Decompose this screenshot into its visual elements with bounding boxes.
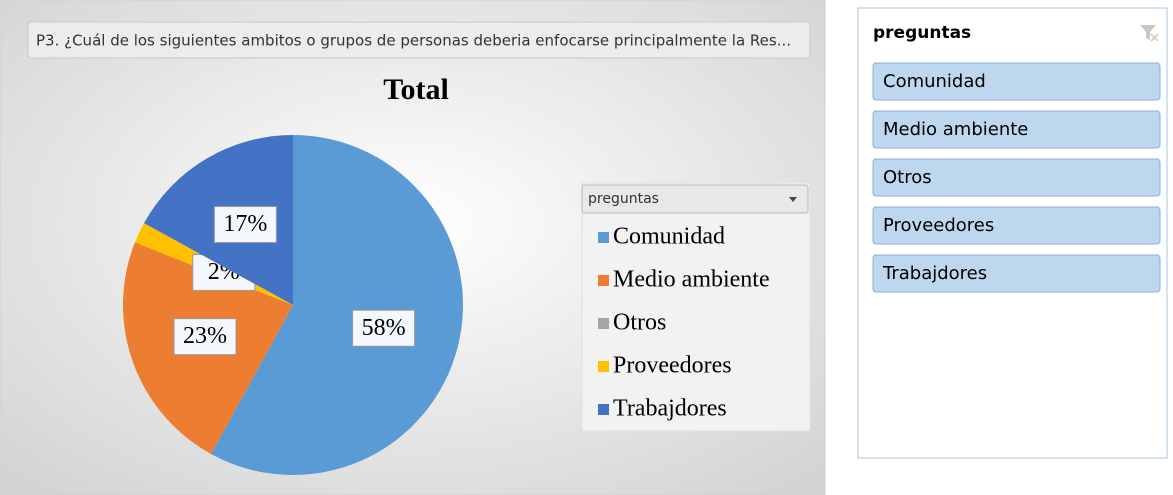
slicer-title: preguntas xyxy=(873,23,971,43)
pie-slice xyxy=(211,135,463,475)
legend-swatch xyxy=(598,232,609,243)
data-label-box xyxy=(213,206,277,244)
legend-swatch xyxy=(598,404,609,415)
legend-label: Comunidad xyxy=(613,224,725,250)
field-button[interactable] xyxy=(27,21,811,59)
clear-filter-icon[interactable] xyxy=(1140,25,1159,42)
data-label: 23% xyxy=(183,323,227,349)
slicer-item-label: Trabajdores xyxy=(882,263,987,284)
data-label: 17% xyxy=(223,211,267,237)
slicer-item[interactable] xyxy=(872,254,1161,293)
legend-swatch xyxy=(598,275,609,286)
data-label: 58% xyxy=(362,315,406,341)
legend-swatch xyxy=(598,318,609,329)
legend-title: preguntas xyxy=(588,191,659,207)
dropdown-arrow xyxy=(789,197,797,202)
legend-field-button[interactable] xyxy=(581,184,809,214)
slicer-item-label: Proveedores xyxy=(883,215,994,236)
chart-title: Total xyxy=(383,73,449,106)
legend-label: Trabajdores xyxy=(613,396,727,422)
slicer-item[interactable] xyxy=(872,110,1161,149)
slicer-item-label: Comunidad xyxy=(883,71,986,92)
data-label-box xyxy=(173,318,237,356)
field-button-text: P3. ¿Cuál de los siguientes ambitos o gr… xyxy=(36,32,791,50)
legend-label: Medio ambiente xyxy=(613,267,770,293)
legend-swatch xyxy=(598,361,609,372)
legend-label: Proveedores xyxy=(613,353,732,379)
slicer-item[interactable] xyxy=(872,158,1161,197)
legend-box xyxy=(581,182,811,432)
slicer-item-label: Medio ambiente xyxy=(883,119,1028,140)
data-label-box xyxy=(352,309,416,347)
slicer-item-label: Otros xyxy=(883,167,932,188)
slicer-item[interactable] xyxy=(872,62,1161,101)
legend-label: Otros xyxy=(613,310,666,336)
slicer-item[interactable] xyxy=(872,206,1161,245)
